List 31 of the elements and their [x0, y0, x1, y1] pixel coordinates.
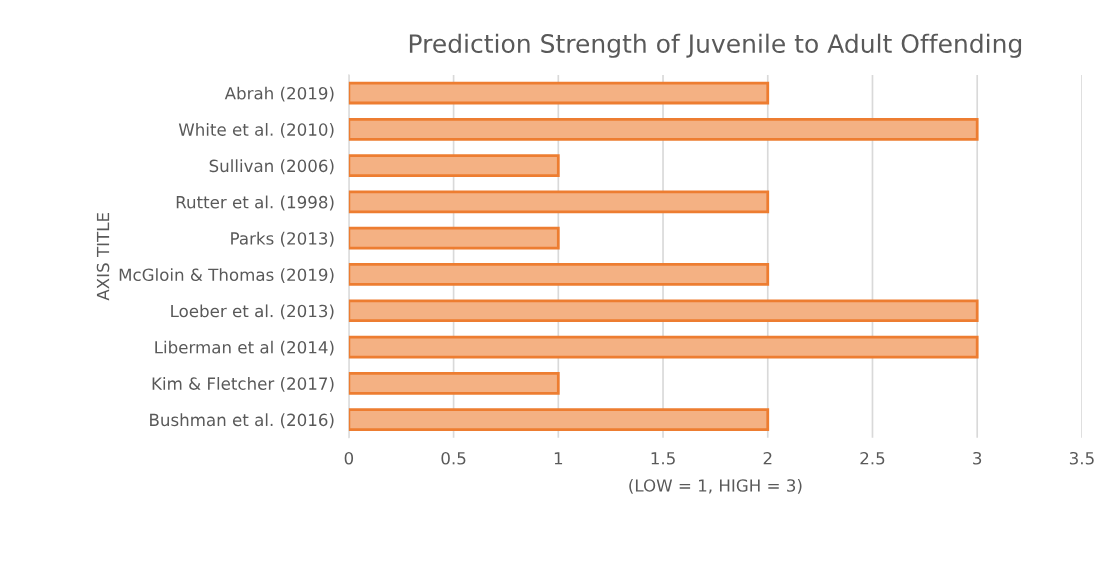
bar [348, 154, 560, 177]
y-tick-label: Parks (2013) [231, 231, 334, 247]
y-tick-label: Bushman et al. (2016) [150, 413, 334, 429]
y-tick-label: White et al. (2010) [178, 122, 334, 138]
bar [348, 263, 770, 286]
bar [348, 299, 979, 323]
x-tick-label: 3 [973, 451, 982, 465]
x-tick-label: 2 [763, 451, 772, 465]
bar [348, 81, 770, 105]
y-tick-label: Rutter et al. (1998) [176, 195, 334, 211]
x-tick-label: 0 [344, 451, 354, 465]
bar [348, 226, 560, 250]
x-tick-label: 1 [554, 452, 563, 465]
y-tick-label: McGloin & Thomas (2019) [119, 268, 334, 283]
y-tick-label: Loeber et al. (2013) [171, 304, 334, 320]
chart-title: Prediction Strength of Juvenile to Adult Offending [409, 33, 1022, 58]
x-axis-title: (LOW = 1, HIGH = 3) [629, 478, 802, 494]
x-tick-label: 1.5 [651, 452, 675, 465]
bar [348, 117, 979, 141]
y-tick-label: Abrah (2019) [224, 86, 334, 102]
bar [348, 190, 770, 214]
x-tick-label: 2.5 [860, 451, 885, 465]
y-tick-label: Liberman et al (2014) [155, 340, 334, 356]
bar [348, 371, 560, 395]
x-tick-label: 0.5 [441, 451, 466, 465]
y-tick-label: Kim & Fletcher (2017) [152, 377, 334, 392]
y-tick-label: Sullivan (2006) [209, 159, 334, 175]
bar [348, 335, 979, 359]
x-tick-label: 3.5 [1069, 451, 1094, 465]
bar [348, 408, 770, 431]
y-axis-title: AXIS TITLE [96, 213, 110, 301]
